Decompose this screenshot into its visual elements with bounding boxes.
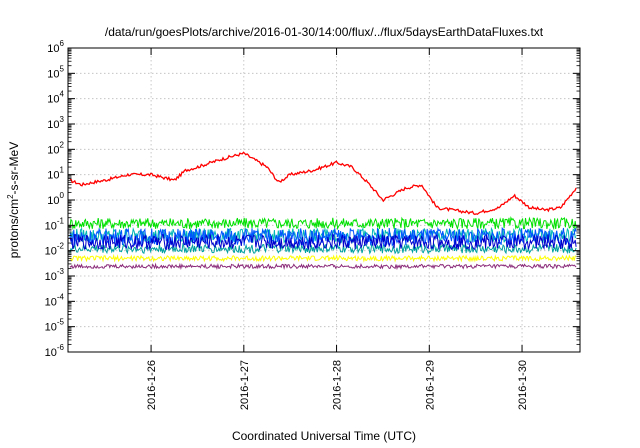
y-tick-exponent: -5 xyxy=(57,318,65,327)
y-tick-base: 10 xyxy=(47,195,59,207)
series-line xyxy=(69,242,577,255)
series-line xyxy=(69,253,577,263)
y-tick-base: 10 xyxy=(45,220,57,232)
y-tick-label: 103 xyxy=(47,115,64,131)
y-tick-base: 10 xyxy=(45,322,57,334)
y-tick-label: 10-3 xyxy=(45,267,65,283)
y-tick-base: 10 xyxy=(47,144,59,156)
y-tick-label: 10-6 xyxy=(45,343,65,359)
x-tick-label: 2016-1-26 xyxy=(146,360,158,410)
y-tick-exponent: 4 xyxy=(60,90,65,99)
y-tick-base: 10 xyxy=(45,271,57,283)
y-tick-label: 106 xyxy=(47,39,64,55)
x-tick-label: 2016-1-29 xyxy=(424,360,436,410)
y-axis: 10-610-510-410-310-210-11001011021031041… xyxy=(45,39,580,359)
y-tick-base: 10 xyxy=(45,347,57,359)
y-axis-label-post: -s-sr-MeV xyxy=(7,142,21,195)
y-tick-label: 10-4 xyxy=(45,292,65,308)
y-tick-exponent: 3 xyxy=(60,115,65,124)
y-tick-base: 10 xyxy=(47,43,59,55)
series-line xyxy=(69,262,577,271)
chart-title: /data/run/goesPlots/archive/2016-01-30/1… xyxy=(105,25,544,39)
y-tick-exponent: -2 xyxy=(57,242,65,251)
y-tick-exponent: 0 xyxy=(60,191,65,200)
y-tick-exponent: -4 xyxy=(57,292,65,301)
y-tick-exponent: -1 xyxy=(57,216,65,225)
series-line xyxy=(69,216,577,231)
y-tick-exponent: 6 xyxy=(60,39,65,48)
series-line xyxy=(69,151,577,216)
series-layer xyxy=(69,151,577,271)
y-tick-base: 10 xyxy=(47,119,59,131)
y-tick-label: 101 xyxy=(47,166,64,182)
y-tick-exponent: -6 xyxy=(57,343,65,352)
y-tick-label: 102 xyxy=(47,140,64,156)
y-tick-label: 10-2 xyxy=(45,242,65,258)
y-axis-label-pre: protons/cm xyxy=(7,199,21,258)
y-tick-label: 100 xyxy=(47,191,64,207)
y-tick-exponent: -3 xyxy=(57,267,65,276)
x-axis-label: Coordinated Universal Time (UTC) xyxy=(232,429,416,443)
y-tick-label: 105 xyxy=(47,64,64,80)
series-line xyxy=(69,232,577,251)
y-tick-base: 10 xyxy=(47,94,59,106)
x-tick-label: 2016-1-28 xyxy=(332,360,344,410)
y-tick-exponent: 5 xyxy=(60,64,65,73)
y-tick-base: 10 xyxy=(47,170,59,182)
y-axis-label-sup: 2 xyxy=(6,194,15,199)
y-tick-base: 10 xyxy=(45,246,57,258)
y-tick-exponent: 2 xyxy=(60,140,65,149)
y-tick-exponent: 1 xyxy=(60,166,65,175)
y-tick-label: 10-5 xyxy=(45,318,65,334)
y-tick-base: 10 xyxy=(47,68,59,80)
y-tick-label: 10-1 xyxy=(45,216,65,232)
y-tick-base: 10 xyxy=(45,296,57,308)
y-axis-label: protons/cm2-s-sr-MeV xyxy=(6,142,21,258)
x-axis: 2016-1-26 2016-1-27 2016-1-28 2016-1-29 2016… xyxy=(146,48,529,410)
series-line xyxy=(69,226,577,244)
grid xyxy=(68,48,580,352)
x-tick-label: 2016-1-27 xyxy=(239,360,251,410)
y-tick-label: 104 xyxy=(47,90,64,106)
x-tick-label: 2016-1-30 xyxy=(517,360,529,410)
